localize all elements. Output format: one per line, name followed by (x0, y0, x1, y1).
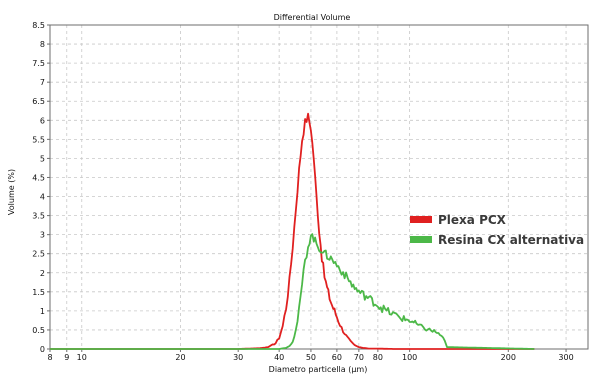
x-tick-label: 80 (373, 353, 383, 362)
x-tick-label: 60 (332, 353, 342, 362)
x-tick-label: 20 (175, 353, 185, 362)
x-tick-label: 70 (354, 353, 364, 362)
series-layer (50, 112, 535, 350)
x-tick-label: 8 (47, 353, 52, 362)
y-tick-label: 0.5 (32, 326, 45, 335)
legend-swatch-plexa-pcx (410, 216, 432, 223)
x-tick-label: 10 (77, 353, 87, 362)
x-axis-title: Diametro particella (µm) (269, 365, 368, 374)
x-tick-label: 40 (274, 353, 284, 362)
chart-title: Differential Volume (274, 13, 351, 22)
y-tick-label: 2.5 (32, 250, 45, 259)
x-tick-label: 100 (402, 353, 417, 362)
x-axis: 8 9 10 20 30 40 50 60 70 80 100 200 300 (47, 349, 574, 362)
y-tick-label: 6 (40, 116, 45, 125)
legend-label-resina-cx-alternativa: Resina CX alternativa (438, 233, 584, 247)
legend-label-plexa-pcx: Plexa PCX (438, 213, 507, 227)
gridlines (50, 24, 588, 349)
y-tick-label: 2 (40, 269, 45, 278)
y-tick-label: 4.5 (32, 173, 45, 182)
y-tick-label: 7.5 (32, 59, 45, 68)
y-tick-label: 4 (40, 193, 45, 202)
series-line-resina-cx-alternativa (50, 233, 535, 350)
x-tick-label: 9 (64, 353, 69, 362)
y-tick-label: 5 (40, 154, 45, 163)
y-axis-title: Volume (%) (7, 169, 16, 215)
x-tick-label: 200 (501, 353, 516, 362)
y-tick-label: 3.5 (32, 212, 45, 221)
y-tick-label: 1 (40, 307, 45, 316)
y-tick-label: 6.5 (32, 97, 45, 106)
y-tick-label: 7 (40, 78, 45, 87)
legend-swatch-resina-cx-alternativa (410, 236, 432, 243)
y-tick-label: 1.5 (32, 288, 45, 297)
x-tick-label: 50 (306, 353, 316, 362)
legend: Plexa PCX Resina CX alternativa (410, 213, 584, 247)
y-tick-label: 8.5 (32, 21, 45, 30)
y-tick-label: 5.5 (32, 135, 45, 144)
y-axis: 0 0.5 1 1.5 2 2.5 3 3.5 4 4.5 5 5.5 6 6.5 7 7.5 8 8.5 (32, 21, 50, 354)
y-tick-label: 0 (40, 345, 45, 354)
plot-frame (49, 24, 589, 350)
y-tick-label: 3 (40, 231, 45, 240)
y-tick-label: 8 (40, 40, 45, 49)
x-tick-label: 300 (558, 353, 573, 362)
x-tick-label: 30 (233, 353, 243, 362)
